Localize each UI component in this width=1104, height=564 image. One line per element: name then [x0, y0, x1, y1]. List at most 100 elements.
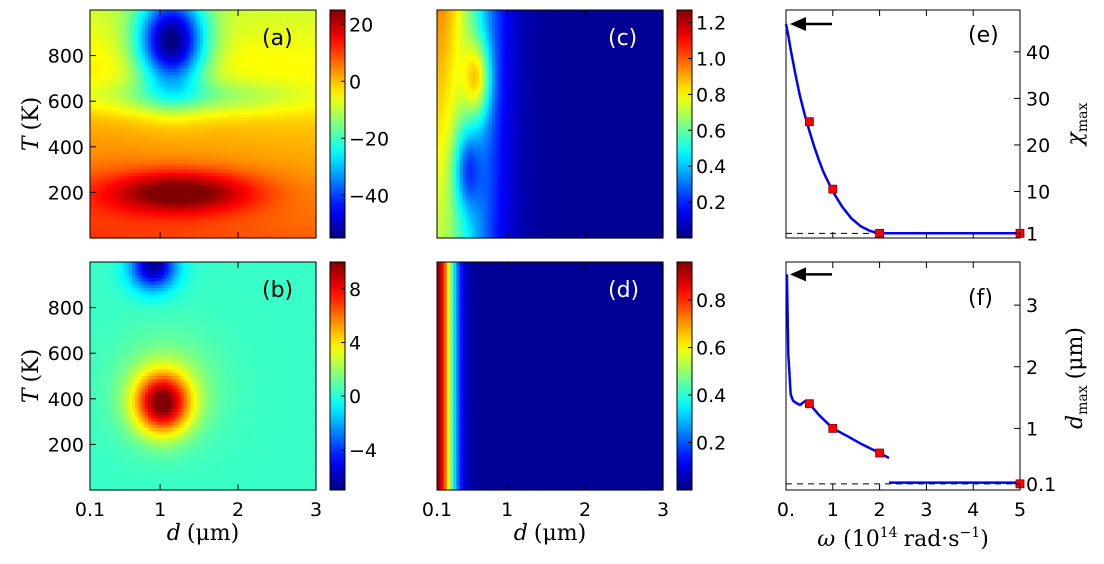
heatmap-cell: [241, 19, 246, 24]
heatmap-cell: [128, 23, 133, 27]
heatmap-cell: [193, 75, 198, 79]
heatmap-cell: [112, 29, 117, 34]
heatmap-cell: [299, 26, 304, 31]
heatmap-cell: [309, 32, 314, 37]
heatmap-cell: [212, 16, 217, 21]
heatmap-cell: [280, 19, 285, 24]
heatmap-cell: [241, 75, 246, 79]
heatmap-cell: [199, 71, 204, 76]
heatmap-cell: [102, 84, 107, 89]
heatmap-cell: [290, 71, 294, 76]
heatmap-cell: [170, 52, 175, 57]
heatmap-cell: [228, 26, 233, 31]
heatmap-cell: [286, 55, 291, 60]
heatmap-cell: [299, 68, 304, 73]
heatmap-cell: [235, 58, 240, 63]
heatmap-cell: [274, 26, 278, 31]
heatmap-cell: [161, 39, 165, 44]
heatmap-cell: [157, 55, 162, 60]
heatmap-cell: [222, 10, 227, 14]
heatmap-cell: [264, 65, 269, 70]
heatmap-cell: [254, 62, 259, 66]
heatmap-cell: [199, 84, 204, 89]
heatmap-cell: [254, 78, 259, 83]
heatmap-cell: [141, 49, 146, 53]
heatmap-cell: [199, 19, 204, 24]
heatmap-cell: [270, 78, 275, 83]
heatmap-cell: [238, 78, 243, 83]
heatmap-cell: [196, 88, 201, 93]
heatmap-cell: [303, 16, 307, 21]
heatmap-cell: [125, 29, 130, 34]
heatmap-cell: [154, 49, 159, 53]
heatmap-cell: [90, 42, 94, 47]
heatmap-cell: [277, 75, 282, 79]
heatmap-cell: [299, 10, 304, 14]
heatmap-cell: [164, 39, 169, 44]
heatmap-cell: [122, 26, 127, 31]
heatmap-cell: [248, 42, 253, 47]
heatmap-cell: [261, 19, 265, 24]
heatmap-cell: [180, 45, 185, 50]
heatmap-cell: [290, 13, 294, 18]
heatmap-cell: [254, 45, 259, 50]
heatmap-cell: [199, 29, 204, 34]
heatmap-cell: [183, 71, 188, 76]
heatmap-cell: [93, 71, 98, 76]
heatmap-cell: [125, 58, 130, 63]
heatmap-cell: [135, 13, 140, 18]
heatmap-cell: [274, 62, 278, 66]
heatmap-cell: [96, 13, 101, 18]
heatmap-cell: [131, 52, 136, 57]
heatmap-cell: [193, 52, 198, 57]
heatmap-cell: [180, 81, 185, 86]
heatmap-cell: [128, 78, 133, 83]
heatmap-cell: [96, 49, 101, 53]
heatmap-cell: [286, 39, 291, 44]
heatmap-cell: [274, 78, 278, 83]
heatmap-cell: [112, 13, 117, 18]
heatmap-cell: [164, 62, 169, 66]
heatmap-cell: [309, 58, 314, 63]
heatmap-cell: [299, 16, 304, 21]
heatmap-cell: [115, 58, 120, 63]
heatmap-cell: [190, 16, 194, 21]
heatmap-cell: [270, 71, 275, 76]
heatmap-cell: [96, 58, 101, 63]
heatmap-cell: [261, 55, 265, 60]
heatmap-cell: [225, 84, 230, 89]
heatmap-cell: [232, 78, 236, 83]
heatmap-cell: [309, 81, 314, 86]
heatmap-cell: [251, 71, 256, 76]
heatmap-cell: [254, 91, 259, 96]
heatmap-cell: [219, 81, 223, 86]
heatmap-cell: [251, 16, 256, 21]
heatmap-cell: [283, 75, 288, 79]
heatmap-cell: [135, 91, 140, 96]
heatmap-cell: [274, 91, 278, 96]
heatmap-cell: [170, 13, 175, 18]
heatmap-cell: [161, 16, 165, 21]
heatmap-cell: [215, 36, 220, 40]
heatmap-cell: [219, 39, 223, 44]
heatmap-cell: [222, 13, 227, 18]
heatmap-cell: [167, 55, 172, 60]
heatmap-cell: [93, 23, 98, 27]
heatmap-cell: [251, 10, 256, 14]
heatmap-cell: [199, 39, 204, 44]
heatmap-cell: [248, 91, 253, 96]
heatmap-cell: [235, 75, 240, 79]
heatmap-cell: [257, 42, 262, 47]
heatmap-cell: [106, 39, 110, 44]
heatmap-cell: [306, 45, 311, 50]
heatmap-cell: [96, 52, 101, 57]
heatmap-cell: [261, 84, 265, 89]
heatmap-cell: [232, 65, 236, 70]
heatmap-cell: [264, 10, 269, 14]
heatmap-cell: [90, 65, 94, 70]
heatmap-cell: [235, 84, 240, 89]
heatmap-cell: [141, 68, 146, 73]
heatmap-cell: [125, 10, 130, 14]
heatmap-cell: [283, 55, 288, 60]
heatmap-cell: [193, 88, 198, 93]
